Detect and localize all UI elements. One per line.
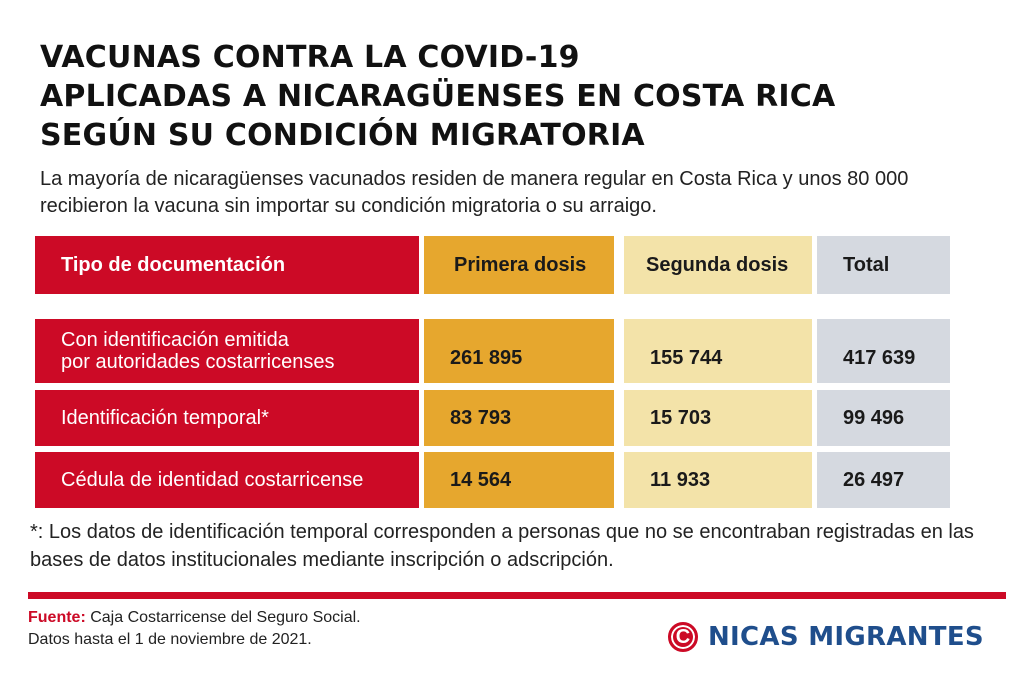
footnote: *: Los datos de identificación temporal … [30,521,974,571]
header-segunda: Segunda dosis [624,236,812,294]
row-label-line: Con identificación emitida [61,329,289,351]
header-total: Total [817,236,950,294]
table-cell-total: 417 639 [817,319,950,383]
table-cell-primera: 14 564 [424,452,614,508]
chart-subtitle: La mayoría de nicaragüenses vacunados re… [40,168,909,217]
row-label: Con identificación emitida por autoridad… [35,319,419,383]
source-date: Datos hasta el 1 de noviembre de 2021. [28,631,312,648]
title-line-1: VACUNAS CONTRA LA COVID-19 [40,40,580,75]
brand-name: NICAS MIGRANTES [708,622,984,652]
table-cell-segunda: 155 744 [624,319,812,383]
source-block: Fuente: Caja Costarricense del Seguro So… [28,607,548,651]
source-text: Caja Costarricense del Seguro Social. [85,609,361,626]
header-tipo: Tipo de documentación [35,236,419,294]
row-label: Identificación temporal* [35,390,419,446]
table-cell-primera: 261 895 [424,319,614,383]
chart-title: VACUNAS CONTRA LA COVID-19 APLICADAS A N… [40,38,1000,155]
table-cell-segunda: 11 933 [624,452,812,508]
table-cell-total: 99 496 [817,390,950,446]
row-label-line: por autoridades costarricenses [61,351,335,373]
header-primera: Primera dosis [424,236,614,294]
table-cell-total: 26 497 [817,452,950,508]
source-label: Fuente: [28,609,86,626]
title-line-3: SEGÚN SU CONDICIÓN MIGRATORIA [40,118,645,153]
table-cell-segunda: 15 703 [624,390,812,446]
divider [28,592,1006,599]
circle-c-logo-icon: C [668,622,698,652]
table-cell-primera: 83 793 [424,390,614,446]
row-label: Cédula de identidad costarricense [35,452,419,508]
title-line-2: APLICADAS A NICARAGÜENSES EN COSTA RICA [40,79,836,114]
brand: C NICAS MIGRANTES [668,620,984,654]
